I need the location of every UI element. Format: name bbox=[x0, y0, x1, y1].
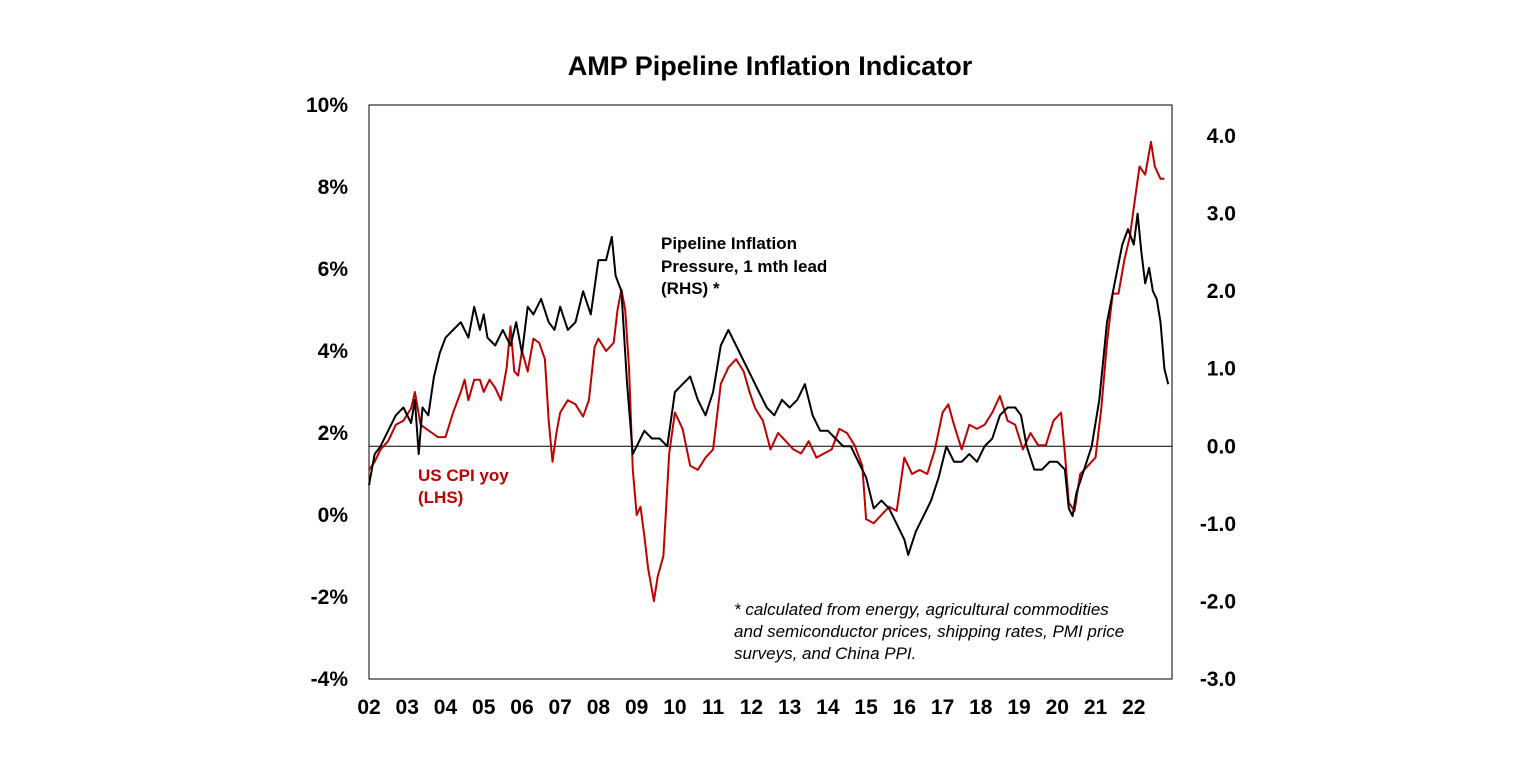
right-tick-label: 1.0 bbox=[1207, 358, 1236, 381]
left-tick-label: -4% bbox=[311, 668, 349, 691]
x-tick-label: 09 bbox=[625, 696, 648, 719]
us-cpi-series-line bbox=[368, 140, 1165, 603]
x-tick-label: 02 bbox=[357, 696, 380, 719]
left-tick-label: 6% bbox=[318, 258, 349, 281]
cpi-label-line-2: (LHS) bbox=[418, 488, 463, 507]
x-axis: 02 03 04 05 06 07 08 09 10 11 12 13 14 15 16 17 18 19 20 21… bbox=[357, 696, 1145, 719]
right-tick-label: -2.0 bbox=[1200, 590, 1236, 613]
x-tick-label: 13 bbox=[778, 696, 801, 719]
x-tick-label: 04 bbox=[434, 696, 458, 719]
right-tick-label: -1.0 bbox=[1200, 513, 1236, 536]
footnote-line-1: * calculated from energy, agricultural c… bbox=[734, 600, 1109, 619]
right-tick-label: 4.0 bbox=[1207, 125, 1236, 148]
left-tick-label: 2% bbox=[318, 422, 349, 445]
pipeline-label-line-3: (RHS) * bbox=[661, 279, 720, 298]
x-tick-label: 18 bbox=[969, 696, 993, 719]
pipeline-label-line-1: Pipeline Inflation bbox=[661, 234, 797, 253]
x-tick-label: 19 bbox=[1007, 696, 1030, 719]
right-tick-label: 3.0 bbox=[1207, 203, 1236, 226]
x-tick-label: 06 bbox=[510, 696, 533, 719]
x-tick-label: 14 bbox=[816, 696, 840, 719]
plot-area-border bbox=[368, 104, 1173, 680]
right-tick-label: 0.0 bbox=[1207, 435, 1236, 458]
pipeline-series-line bbox=[368, 212, 1170, 556]
cpi-label-line-1: US CPI yoy bbox=[418, 466, 509, 485]
x-tick-label: 17 bbox=[931, 696, 954, 719]
left-tick-label: 10% bbox=[306, 94, 348, 117]
footnote-line-3: surveys, and China PPI. bbox=[734, 644, 916, 663]
x-tick-label: 16 bbox=[893, 696, 916, 719]
left-tick-label: 0% bbox=[318, 504, 349, 527]
right-tick-label: -3.0 bbox=[1200, 668, 1236, 691]
left-tick-label: -2% bbox=[311, 586, 349, 609]
x-tick-label: 12 bbox=[740, 696, 763, 719]
x-tick-label: 05 bbox=[472, 696, 496, 719]
x-tick-label: 15 bbox=[854, 696, 878, 719]
left-axis: 10% 8% 6% 4% 2% 0% -2% -4% bbox=[306, 94, 348, 691]
right-tick-label: 2.0 bbox=[1207, 280, 1236, 303]
x-tick-label: 20 bbox=[1046, 696, 1069, 719]
pipeline-label-line-2: Pressure, 1 mth lead bbox=[661, 257, 827, 276]
right-axis: 4.0 3.0 2.0 1.0 0.0 -1.0 -2.0 -3.0 bbox=[1200, 125, 1236, 691]
x-tick-label: 11 bbox=[702, 696, 725, 719]
x-tick-label: 10 bbox=[663, 696, 686, 719]
x-tick-label: 07 bbox=[549, 696, 572, 719]
x-tick-label: 03 bbox=[396, 696, 419, 719]
chart-title: AMP Pipeline Inflation Indicator bbox=[568, 51, 973, 81]
left-tick-label: 8% bbox=[318, 176, 349, 199]
x-tick-label: 08 bbox=[587, 696, 611, 719]
x-tick-label: 21 bbox=[1084, 696, 1108, 719]
left-tick-label: 4% bbox=[318, 340, 349, 363]
footnote-line-2: and semiconductor prices, shipping rates… bbox=[734, 622, 1124, 641]
x-tick-label: 22 bbox=[1122, 696, 1145, 719]
